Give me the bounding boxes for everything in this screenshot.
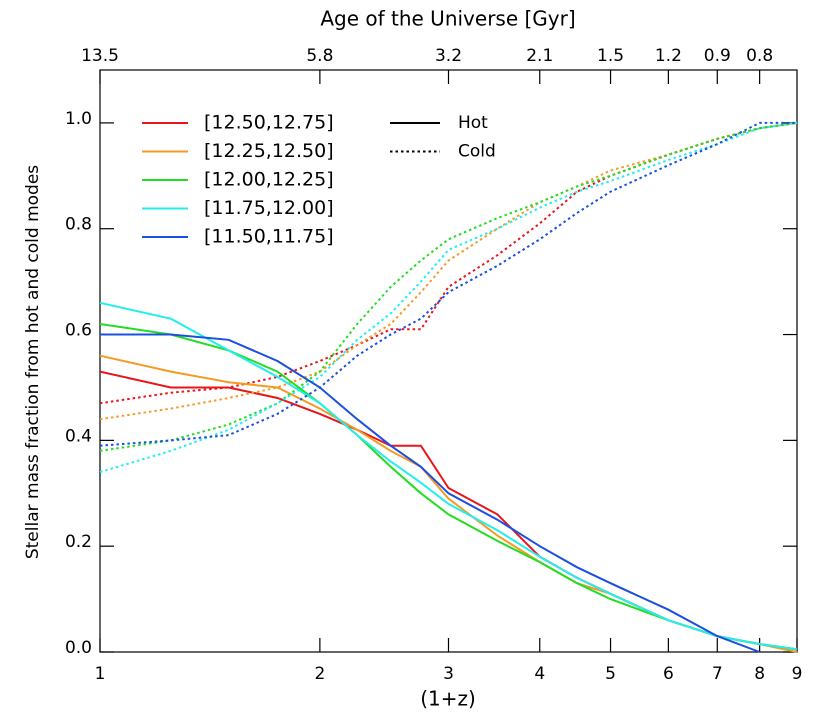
x-tick-label: 6 (663, 664, 674, 684)
x-tick-label: 1 (95, 664, 106, 684)
series-line (99, 121, 797, 447)
series-line (100, 333, 760, 653)
legend-label: [11.75,12.00] (204, 197, 334, 219)
series-line (99, 121, 798, 405)
x-tick-label: 3 (443, 664, 454, 684)
legend-style-label: Hot (458, 113, 488, 133)
x2-tick-label: 5.8 (306, 46, 333, 66)
x-tick-label: 9 (792, 664, 803, 684)
x-tick-label: 8 (754, 664, 765, 684)
series-line (99, 121, 798, 474)
y-tick-label: 0.0 (65, 638, 92, 658)
y-axis-title: Stellar mass fraction from hot and cold … (23, 165, 43, 559)
legend-label: [12.50,12.75] (204, 112, 334, 134)
top-axis-title: Age of the Universe [Gyr] (320, 7, 575, 31)
y-tick-label: 0.2 (65, 532, 92, 552)
legend-label: [12.25,12.50] (204, 140, 334, 162)
series-line (99, 301, 798, 651)
x-axis-title: (1+z) (420, 687, 476, 711)
y-tick-label: 0.8 (65, 215, 92, 235)
x2-tick-label: 0.8 (746, 46, 773, 66)
x2-tick-label: 13.5 (81, 46, 119, 66)
series-line (99, 121, 798, 452)
x-tick-label: 2 (314, 664, 325, 684)
y-tick-label: 0.6 (65, 321, 92, 341)
series-line (99, 370, 798, 651)
x-tick-label: 5 (605, 664, 616, 684)
x-tick-label: 4 (534, 664, 545, 684)
x2-tick-label: 1.5 (597, 46, 624, 66)
y-tick-label: 0.4 (65, 426, 92, 446)
legend-label: [11.50,11.75] (204, 226, 334, 248)
y-tick-label: 1.0 (65, 109, 92, 129)
x2-tick-label: 0.9 (704, 46, 731, 66)
series-line (99, 121, 798, 421)
legend-style-label: Cold (458, 142, 496, 162)
x2-tick-label: 3.2 (435, 46, 462, 66)
x2-tick-label: 1.2 (655, 46, 682, 66)
x2-tick-label: 2.1 (526, 46, 553, 66)
legend-label: [12.00,12.25] (204, 169, 334, 191)
x-tick-label: 7 (712, 664, 723, 684)
